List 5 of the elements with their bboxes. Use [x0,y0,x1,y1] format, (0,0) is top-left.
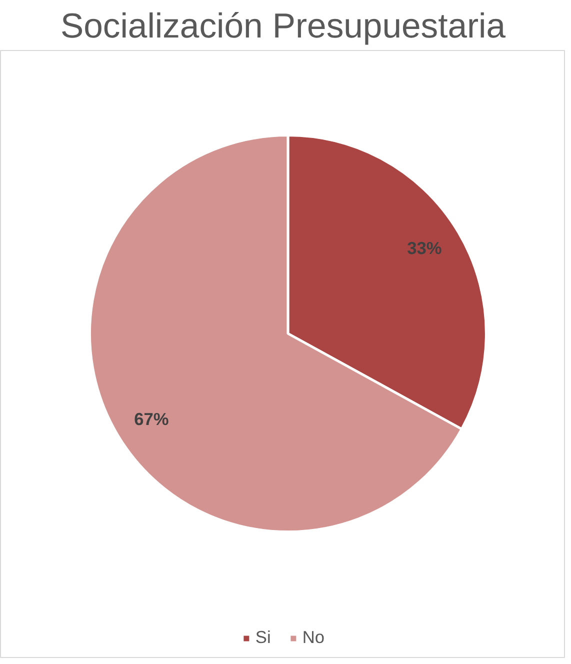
legend-label: No [302,627,325,648]
chart-title: Socialización Presupuestaria [60,8,506,46]
data-label: 33% [407,238,442,258]
legend-label: Si [255,627,272,648]
data-label: 67% [134,408,169,429]
